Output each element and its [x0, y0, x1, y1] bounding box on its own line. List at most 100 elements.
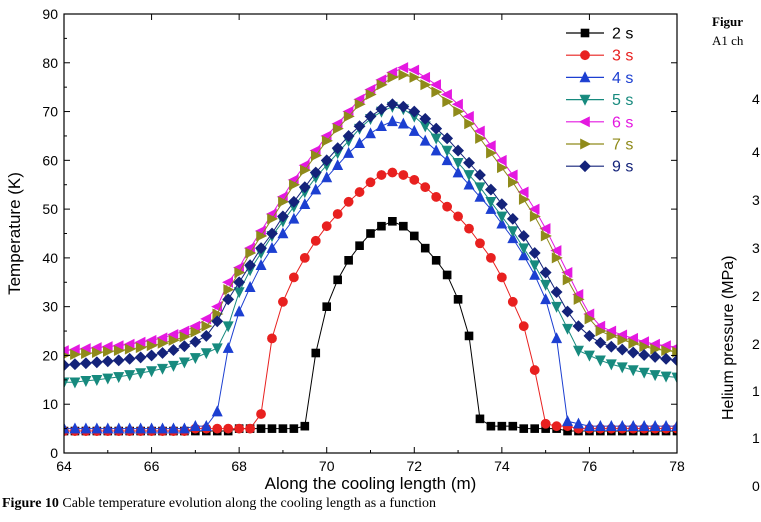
- data-point: [419, 134, 431, 146]
- data-point: [397, 100, 410, 113]
- legend-label: 2 s: [612, 26, 633, 43]
- data-point: [562, 415, 574, 427]
- data-point: [278, 296, 288, 307]
- adjacent-chart-tick-label: 3: [752, 240, 760, 256]
- data-point: [266, 227, 278, 240]
- data-point: [113, 422, 125, 434]
- data-point: [91, 422, 103, 434]
- data-point: [616, 362, 628, 374]
- x-tick-label: 70: [319, 458, 335, 474]
- data-point: [398, 69, 410, 81]
- data-point: [365, 127, 376, 139]
- data-point: [507, 296, 518, 307]
- data-point: [616, 420, 628, 431]
- data-point: [355, 241, 364, 250]
- data-point: [244, 259, 257, 272]
- data-point: [475, 132, 487, 144]
- data-point: [431, 192, 442, 202]
- legend-label: 3 s: [612, 48, 633, 65]
- data-point: [660, 420, 672, 431]
- data-point: [310, 149, 322, 161]
- data-point: [639, 341, 651, 353]
- y-tick-label: 50: [42, 201, 58, 217]
- data-point: [572, 345, 584, 357]
- data-point: [550, 286, 563, 298]
- legend-label: 9 s: [612, 159, 633, 176]
- data-point: [463, 170, 475, 182]
- temperature-chart: 64 66 68 70 72 74 76 78 0 10 20 30 40 50 60 70 80 90 Alon…: [5, 6, 685, 493]
- data-point: [266, 241, 278, 253]
- data-point: [300, 164, 311, 176]
- data-point: [178, 325, 190, 337]
- data-point: [518, 193, 530, 205]
- x-axis-label: Along the cooling length (m): [265, 474, 477, 493]
- axes: 64 66 68 70 72 74 76 78 0 10 20 30 40 50 60 70 80 90: [42, 6, 685, 474]
- series-4s: [64, 115, 677, 434]
- data-point: [408, 124, 420, 136]
- data-point: [343, 110, 355, 122]
- data-point: [135, 422, 147, 434]
- data-point: [80, 422, 92, 434]
- data-point: [518, 321, 529, 332]
- data-point: [486, 252, 496, 263]
- legend-marker: [578, 116, 590, 128]
- data-point: [69, 377, 81, 389]
- data-point: [386, 115, 398, 127]
- y-tick-label: 10: [42, 396, 58, 412]
- data-point: [397, 62, 409, 74]
- series-group: [64, 62, 677, 436]
- data-point: [332, 159, 344, 171]
- data-point: [606, 330, 618, 342]
- data-point: [178, 340, 191, 353]
- series-2s: [64, 217, 677, 436]
- data-point: [475, 414, 485, 424]
- data-point: [123, 352, 136, 365]
- data-point: [343, 146, 355, 158]
- data-point: [408, 105, 421, 118]
- data-point: [124, 343, 136, 355]
- data-point: [496, 272, 507, 283]
- data-point: [167, 422, 179, 434]
- x-tick-label: 68: [231, 458, 247, 474]
- data-point: [474, 169, 486, 181]
- data-point: [530, 424, 539, 433]
- x-tick-label: 78: [669, 458, 685, 474]
- data-point: [507, 226, 519, 238]
- data-point: [256, 409, 266, 419]
- y-tick-label: 40: [42, 250, 58, 266]
- data-point: [540, 279, 552, 291]
- data-point: [540, 293, 552, 305]
- data-point: [497, 421, 507, 431]
- data-point: [452, 157, 464, 169]
- data-point: [333, 275, 342, 285]
- data-point: [179, 331, 191, 343]
- data-point: [594, 336, 607, 349]
- adjacent-figure-subheading: A1 ch: [712, 33, 744, 48]
- data-point: [409, 174, 420, 185]
- data-point: [145, 349, 158, 362]
- data-point: [157, 363, 169, 375]
- figure-caption-text: Cable temperature evolution along the co…: [58, 496, 437, 511]
- adjacent-chart-tick-label: 1: [752, 430, 760, 446]
- data-point: [80, 376, 92, 387]
- data-point: [256, 230, 268, 242]
- data-point: [497, 162, 509, 174]
- data-point: [517, 230, 530, 242]
- legend-marker: [580, 138, 592, 150]
- data-point: [321, 221, 332, 232]
- data-point: [124, 422, 136, 434]
- data-point: [310, 235, 321, 246]
- data-point: [167, 360, 179, 372]
- data-point: [134, 351, 147, 364]
- series-6s: [64, 62, 677, 357]
- data-point: [628, 337, 640, 349]
- data-point: [146, 366, 158, 378]
- data-point: [485, 196, 497, 208]
- x-tick-label: 72: [406, 458, 422, 474]
- data-point: [627, 420, 639, 431]
- y-tick-label: 80: [42, 55, 58, 71]
- data-point: [190, 326, 202, 338]
- data-point: [234, 423, 245, 434]
- data-point: [584, 313, 596, 325]
- data-point: [255, 259, 267, 271]
